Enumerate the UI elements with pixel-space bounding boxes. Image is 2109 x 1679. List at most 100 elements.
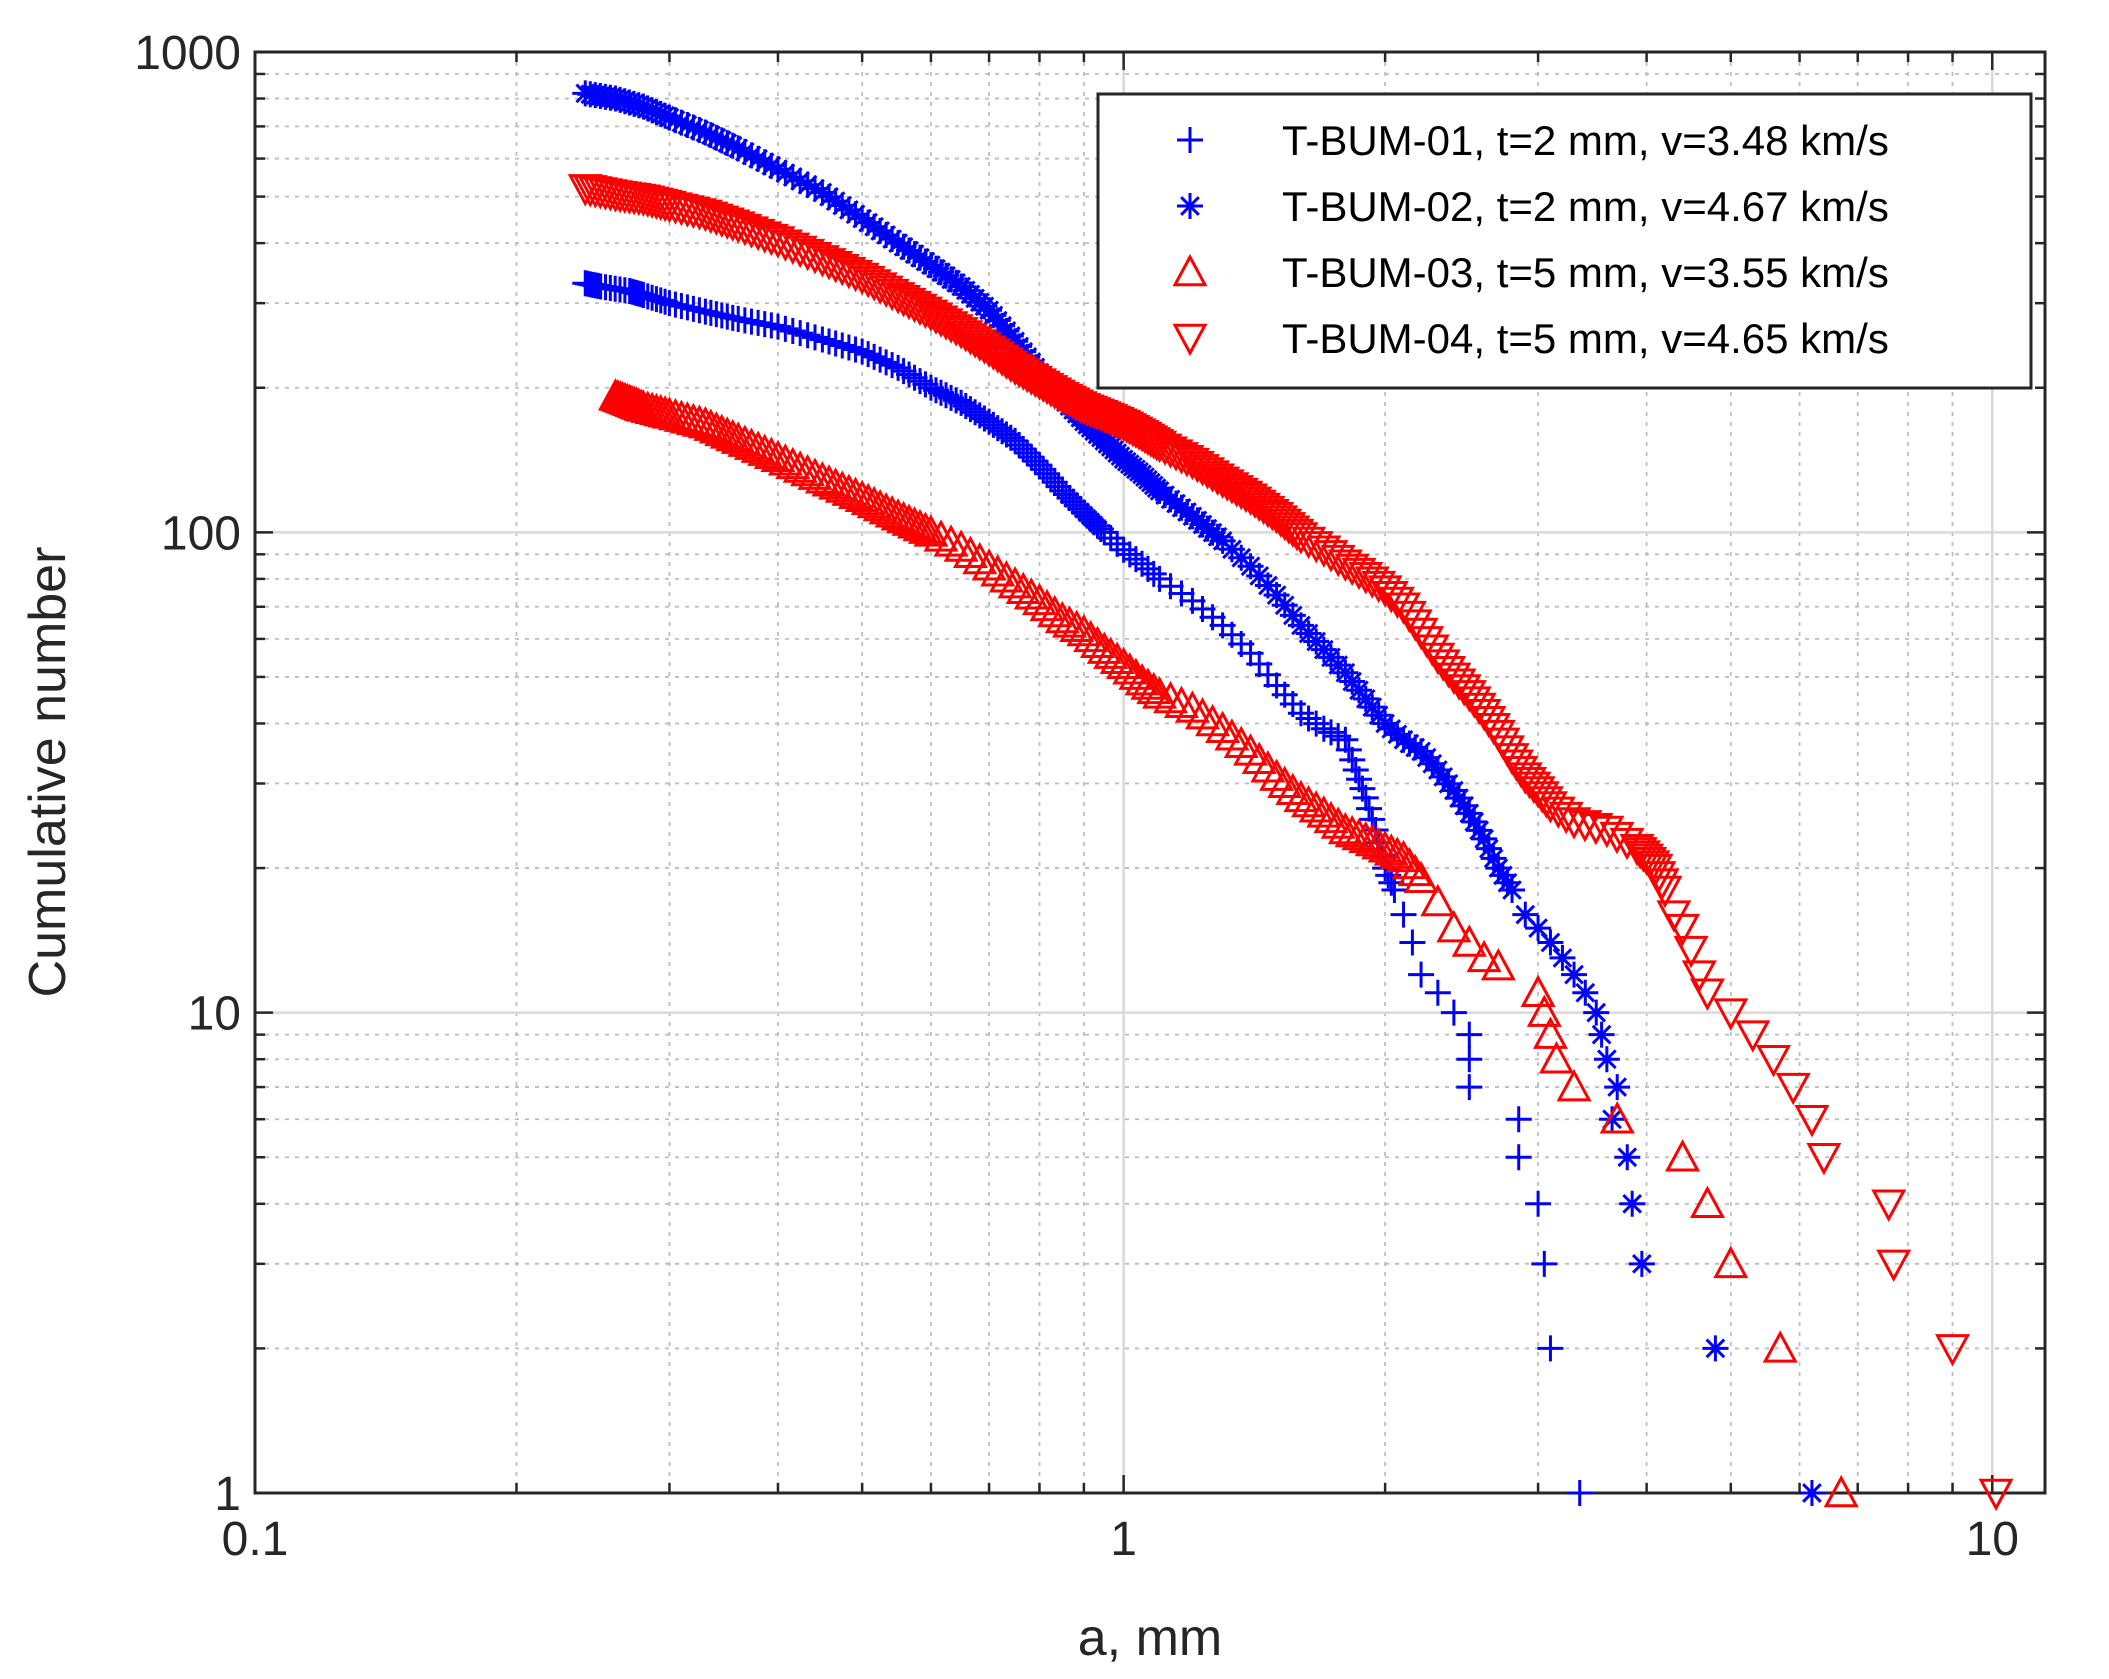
series-1	[572, 270, 1593, 1506]
data-point	[1367, 575, 1403, 608]
data-point	[1525, 1190, 1552, 1217]
y-tick-label: 1000	[134, 27, 241, 80]
data-point	[1566, 1480, 1593, 1506]
data-point	[1549, 944, 1576, 971]
data-point	[1352, 784, 1379, 811]
data-point	[1381, 877, 1408, 904]
data-point	[1441, 668, 1477, 701]
data-point	[873, 349, 900, 376]
data-point	[1775, 1072, 1811, 1106]
data-point	[1390, 901, 1417, 928]
data-point	[692, 119, 719, 146]
data-point	[1037, 594, 1073, 628]
data-point	[1538, 1041, 1575, 1074]
data-point	[630, 93, 657, 120]
legend-marker	[1172, 323, 1208, 357]
data-point	[1313, 800, 1349, 834]
data-point	[1567, 810, 1603, 843]
data-point	[719, 132, 746, 159]
legend-label: T-BUM-02, t=2 mm, v=4.67 km/s	[1282, 183, 1889, 230]
data-point	[1673, 935, 1709, 969]
data-point	[1298, 790, 1334, 823]
data-point	[1436, 662, 1472, 696]
data-point	[1104, 530, 1131, 557]
legend-marker	[1177, 193, 1203, 219]
x-axis-label: a, mm	[1078, 1609, 1222, 1667]
data-point	[1279, 518, 1315, 552]
data-point	[988, 560, 1024, 593]
data-point	[1532, 791, 1568, 824]
data-point	[1702, 1335, 1729, 1362]
data-point	[1446, 785, 1473, 812]
data-point	[906, 368, 933, 395]
data-point	[890, 358, 917, 385]
data-point	[1241, 741, 1277, 775]
data-point	[797, 457, 833, 490]
data-point	[790, 453, 826, 487]
y-axis-label: Cumulative number	[19, 547, 77, 998]
data-point	[1593, 1046, 1620, 1073]
data-point	[1456, 1046, 1483, 1073]
data-point	[1059, 609, 1095, 642]
data-point	[758, 152, 785, 179]
data-point	[687, 199, 723, 233]
data-point	[794, 171, 821, 198]
data-point	[1250, 750, 1286, 783]
data-point	[1386, 839, 1422, 873]
data-point	[775, 446, 811, 480]
data-point	[753, 436, 789, 469]
data-point	[1073, 619, 1109, 653]
series-2	[572, 80, 1825, 1506]
data-point	[1005, 571, 1041, 604]
data-point	[842, 336, 869, 363]
data-point	[1735, 1020, 1771, 1053]
data-point	[1246, 562, 1273, 589]
data-point	[782, 235, 818, 269]
data-point	[1466, 939, 1502, 973]
data-point	[1485, 855, 1512, 882]
data-point	[849, 338, 876, 365]
data-point	[1106, 646, 1142, 680]
data-point	[634, 95, 661, 122]
data-point	[1599, 1106, 1626, 1133]
data-point	[693, 201, 729, 235]
data-point	[662, 107, 689, 134]
data-point	[1689, 978, 1725, 1011]
data-point	[656, 104, 683, 131]
data-point	[1084, 512, 1111, 539]
data-point	[1044, 600, 1080, 634]
data-point	[1935, 1334, 1971, 1367]
data-point	[1379, 836, 1415, 869]
data-point	[1794, 1104, 1830, 1138]
y-tick-label: 10	[188, 988, 241, 1041]
data-point	[775, 232, 811, 265]
data-point	[1283, 779, 1319, 813]
data-point	[764, 156, 791, 183]
data-point	[1471, 825, 1498, 852]
data-point	[1403, 860, 1439, 894]
data-point	[822, 188, 849, 215]
data-point	[1099, 641, 1135, 674]
data-point	[1798, 1480, 1825, 1506]
data-point	[1408, 961, 1435, 988]
data-point	[1436, 909, 1472, 943]
data-point	[1254, 572, 1281, 599]
data-point	[1237, 553, 1264, 580]
data-point	[907, 511, 943, 544]
data-point	[816, 328, 843, 355]
data-point	[1475, 835, 1502, 862]
data-point	[1279, 602, 1306, 629]
data-point	[822, 330, 849, 357]
legend-label: T-BUM-03, t=5 mm, v=3.55 km/s	[1282, 249, 1889, 296]
data-point	[787, 167, 814, 194]
data-point	[1588, 1021, 1615, 1048]
data-point	[1531, 1250, 1558, 1277]
data-point	[1067, 495, 1094, 522]
legend: T-BUM-01, t=2 mm, v=3.48 km/s T-BUM-02, t…	[1096, 92, 2033, 390]
data-point	[1140, 560, 1167, 587]
data-point	[1505, 1144, 1532, 1171]
data-point	[1499, 877, 1526, 904]
data-point	[1647, 875, 1683, 909]
data-point	[1440, 777, 1467, 804]
data-point	[1112, 652, 1148, 685]
